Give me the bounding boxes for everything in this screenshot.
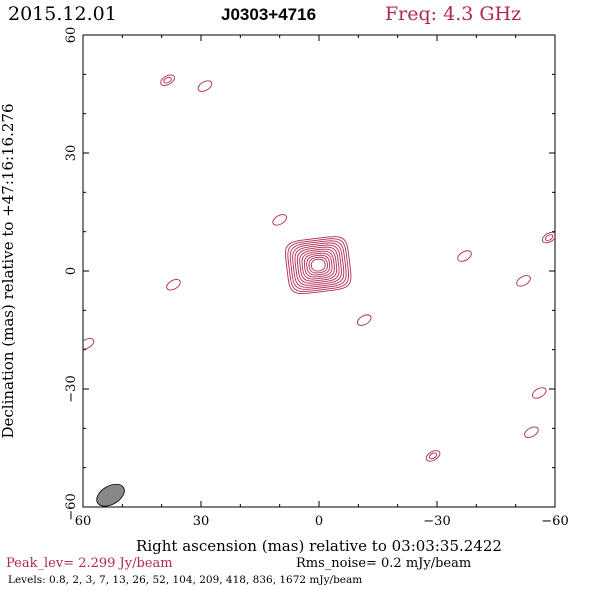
rms-noise-label: Rms_noise= 0.2 mJy/beam	[296, 556, 471, 571]
contour-ring	[541, 231, 555, 244]
y-tick-label: 60	[64, 27, 79, 44]
freq-label: Freq: 4.3 GHz	[385, 3, 521, 25]
x-tick-label: −60	[541, 514, 568, 529]
axis-ticks	[82, 34, 556, 508]
contour-ring	[356, 314, 372, 326]
contour-ring	[306, 254, 331, 276]
y-tick-label: 30	[64, 145, 79, 162]
beam-shape	[96, 483, 125, 507]
peak-level-label: Peak_lev= 2.299 Jy/beam	[6, 556, 173, 571]
y-tick-label: 0	[64, 267, 79, 275]
contour-ring	[166, 279, 181, 291]
date-label: 2015.12.01	[8, 3, 117, 25]
x-tick-label: −30	[423, 514, 450, 529]
contour-ring	[516, 275, 531, 287]
contour-ring	[299, 248, 338, 282]
contour-ring	[294, 244, 342, 286]
contour-ring	[292, 242, 345, 288]
contour-levels-label: Levels: 0.8, 2, 3, 7, 13, 26, 52, 104, 2…	[8, 574, 362, 586]
y-tick-label: −60	[64, 493, 79, 520]
contour-ring	[544, 234, 554, 241]
y-axis-title: Declination (mas) relative to +47:16:16.…	[0, 103, 17, 438]
y-tick-label: −30	[64, 375, 79, 402]
contour-ring	[83, 338, 95, 350]
contour-ring	[272, 214, 287, 226]
x-tick-label: 30	[193, 514, 210, 529]
contour-ring	[197, 80, 213, 92]
contour-ring	[289, 240, 347, 290]
contour-ring	[296, 246, 340, 284]
x-tick-label: 60	[75, 514, 92, 529]
beam-ellipse	[96, 483, 125, 507]
contour-ring	[301, 250, 335, 280]
x-axis-title: Right ascension (mas) relative to 03:03:…	[136, 537, 502, 555]
contour-ring	[303, 252, 333, 278]
contour-ring	[457, 250, 472, 262]
contour-ring	[287, 238, 350, 292]
contour-ring	[425, 450, 441, 462]
contour-ring	[428, 452, 438, 460]
contour-ring	[524, 426, 539, 439]
contour-ring	[163, 76, 172, 84]
contour-ring	[285, 236, 352, 294]
contour-ring	[531, 387, 547, 399]
contour-ring	[308, 256, 328, 274]
contour-ring	[310, 258, 326, 272]
contours	[83, 74, 555, 462]
contour-ring	[160, 74, 175, 86]
x-tick-label: 0	[315, 514, 323, 529]
source-label: J0303+4716	[221, 5, 316, 24]
